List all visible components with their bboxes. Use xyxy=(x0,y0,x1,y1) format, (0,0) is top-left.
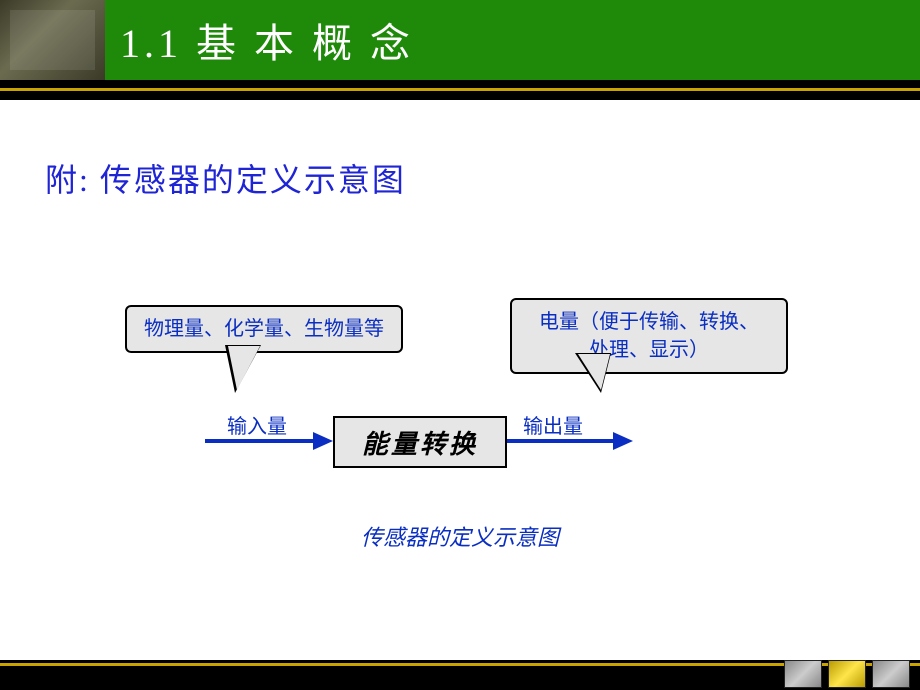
footer-thumb-3 xyxy=(872,660,910,688)
callout-input-text: 物理量、化学量、生物量等 xyxy=(144,318,384,340)
arrow-output-head xyxy=(613,432,633,450)
process-box: 能量转换 xyxy=(333,416,507,468)
callout-input-tail xyxy=(225,345,261,393)
footer-thumb-2 xyxy=(828,660,866,688)
arrow-input-head xyxy=(313,432,333,450)
callout-output-line1: 电量（便于传输、转换、 xyxy=(539,311,759,333)
header-divider xyxy=(0,80,920,100)
header-thumbnail-image xyxy=(0,0,105,80)
callout-input-types: 物理量、化学量、生物量等 xyxy=(125,305,403,353)
callout-output-types: 电量（便于传输、转换、 处理、显示） xyxy=(510,298,788,374)
arrow-output-line xyxy=(505,439,613,443)
footer-thumb-1 xyxy=(784,660,822,688)
arrow-output-label: 输出量 xyxy=(523,410,583,439)
arrow-input-line xyxy=(205,439,313,443)
page-title: 1.1 基 本 概 念 xyxy=(120,11,414,69)
process-box-text: 能量转换 xyxy=(362,424,478,461)
footer-thumbnails xyxy=(784,660,910,688)
subtitle-text: 附: 传感器的定义示意图 xyxy=(45,155,406,201)
diagram-caption: 传感器的定义示意图 xyxy=(0,520,920,552)
header-bar: 1.1 基 本 概 念 xyxy=(0,0,920,80)
callout-output-tail xyxy=(575,353,611,393)
slide-body: 附: 传感器的定义示意图 物理量、化学量、生物量等 电量（便于传输、转换、 处理… xyxy=(0,100,920,660)
arrow-input-label: 输入量 xyxy=(227,410,287,439)
footer-bar xyxy=(0,660,920,690)
